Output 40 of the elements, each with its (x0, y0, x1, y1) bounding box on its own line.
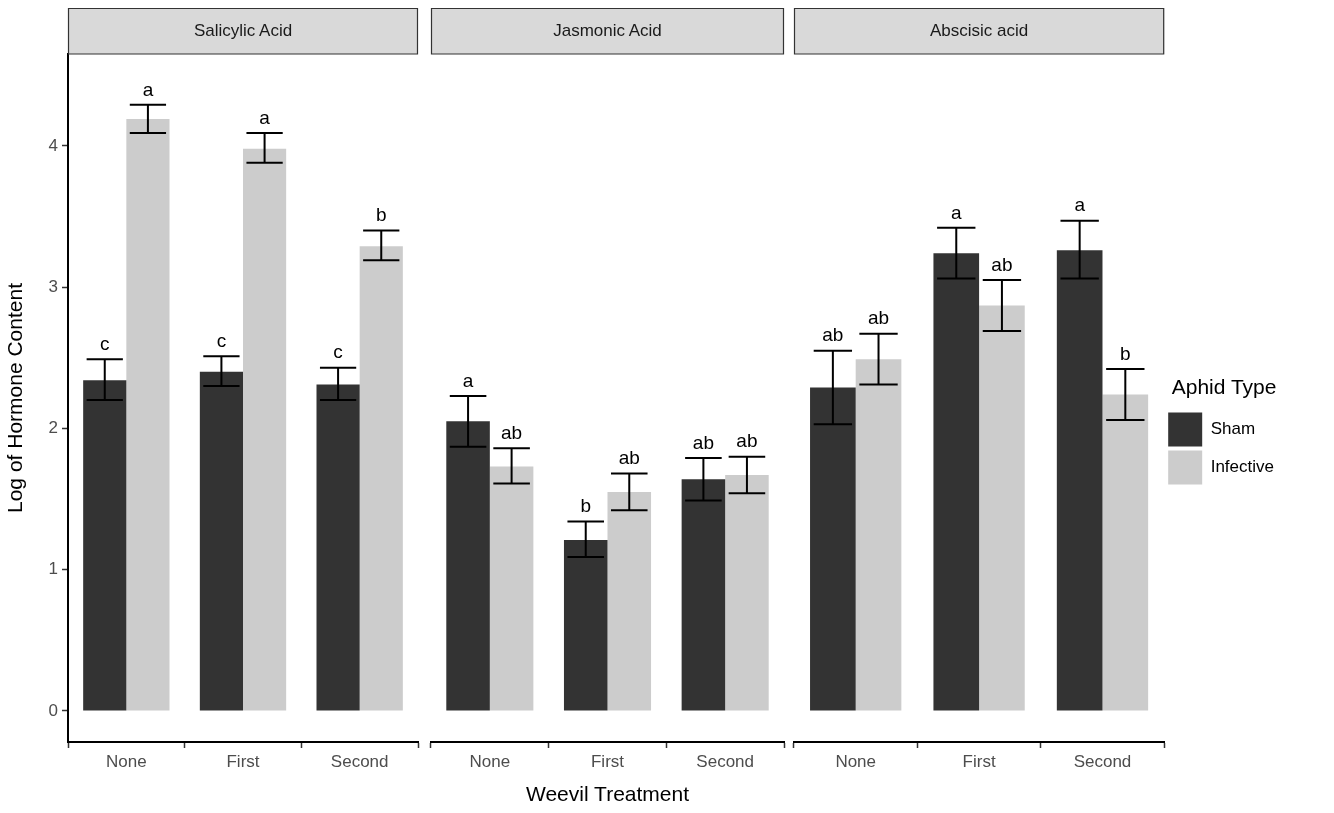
chart-title: Jasmonic Acid (553, 20, 662, 40)
annotation: c (333, 341, 343, 363)
legend-title: Aphid Type (1171, 374, 1277, 398)
annotation: a (950, 201, 962, 223)
x-tick-label: Second (330, 751, 389, 771)
annotation: a (1074, 194, 1086, 216)
x-tick-label: Second (1073, 751, 1132, 771)
y-tick-label: 2 (48, 418, 58, 438)
x-tick-label: None (835, 751, 877, 771)
annotation: a (259, 106, 271, 128)
chart-title: Salicylic Acid (193, 20, 293, 40)
annotation: b (375, 204, 387, 226)
y-tick-label: 3 (48, 276, 58, 296)
chart-title: Abscisic acid (929, 20, 1029, 40)
annotation: c (216, 330, 227, 352)
y-tick-label: 1 (48, 559, 58, 579)
annotation: ab (618, 447, 640, 469)
annotation: b (580, 495, 592, 517)
x-tick-label: First (962, 751, 996, 771)
annotation: ab (692, 431, 714, 453)
annotation: c (100, 332, 110, 354)
legend-label: Infective (1210, 457, 1274, 477)
legend-label: Sham (1210, 419, 1256, 439)
annotation: ab (991, 253, 1013, 275)
x-axis-title: Weevil Treatment (525, 782, 690, 806)
annotation: ab (867, 307, 890, 329)
x-tick-label: Second (696, 751, 754, 771)
y-axis-title: Log of Hormone Content (3, 282, 27, 513)
annotation: b (1120, 342, 1131, 364)
y-tick-label: 0 (48, 700, 58, 720)
annotation: ab (822, 324, 844, 346)
x-tick-label: First (590, 751, 625, 771)
annotation: ab (736, 430, 758, 452)
x-tick-label: None (106, 751, 147, 771)
x-tick-label: None (469, 751, 511, 771)
annotation: a (462, 369, 474, 391)
x-tick-label: First (226, 751, 260, 771)
annotation: ab (501, 421, 523, 443)
y-tick-label: 4 (48, 135, 58, 155)
annotation: a (142, 78, 154, 100)
